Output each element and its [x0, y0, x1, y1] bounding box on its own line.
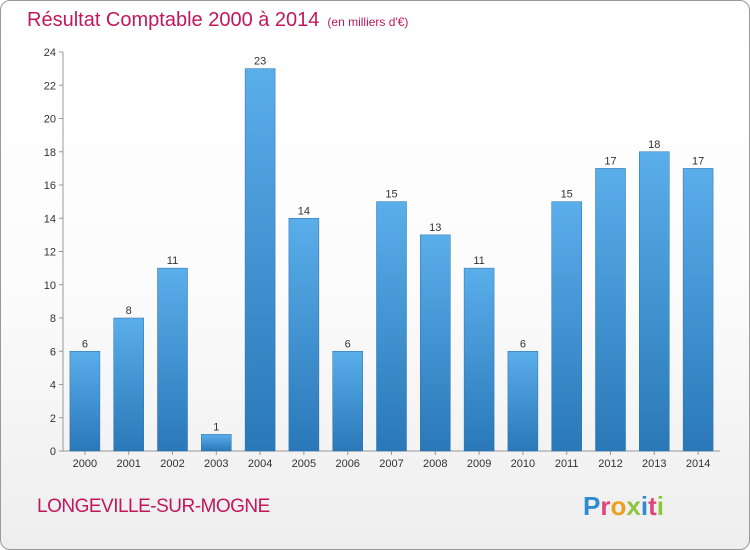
- y-tick-label: 8: [50, 313, 56, 325]
- y-tick-label: 4: [50, 380, 56, 392]
- bar-2010: [507, 351, 539, 452]
- y-tick-label: 16: [44, 180, 56, 192]
- x-tick-label-2006: 2006: [335, 458, 359, 470]
- bar-2012: [595, 168, 626, 452]
- x-tick-label-2005: 2005: [292, 458, 316, 470]
- y-tick-label: 14: [44, 213, 56, 225]
- bar-2014: [682, 168, 714, 452]
- x-tick-label-2011: 2011: [555, 458, 579, 470]
- y-tick-label: 20: [44, 114, 56, 126]
- data-label-2010: 6: [520, 338, 526, 350]
- y-tick-label: 0: [50, 446, 56, 458]
- bar-2000: [69, 351, 101, 452]
- y-tick-label: 2: [50, 413, 56, 425]
- data-label-2003: 1: [213, 421, 219, 433]
- data-label-2014: 17: [692, 155, 704, 167]
- x-tick-label-2002: 2002: [160, 458, 184, 470]
- x-tick-label-2008: 2008: [423, 458, 447, 470]
- y-tick-label: 22: [44, 80, 56, 92]
- x-tick-label-2007: 2007: [379, 458, 403, 470]
- proxiti-logo: Proxiti: [583, 491, 664, 522]
- bar-2002: [157, 267, 188, 452]
- logo-letter: i: [640, 491, 649, 521]
- bar-2011: [551, 201, 582, 452]
- x-tick-label-2009: 2009: [467, 458, 491, 470]
- bar-2003: [201, 434, 232, 452]
- y-tick-label: 12: [44, 247, 56, 259]
- x-tick-label-2010: 2010: [511, 458, 535, 470]
- data-label-2000: 6: [82, 338, 88, 350]
- logo-letter: r: [600, 491, 611, 521]
- logo-letter: i: [656, 491, 664, 521]
- bar-2013: [639, 151, 670, 452]
- data-label-2002: 11: [167, 255, 178, 267]
- commune-name: LONGEVILLE-SUR-MOGNE: [37, 496, 270, 517]
- bar-2001: [113, 317, 144, 452]
- x-tick-label-2013: 2013: [642, 458, 666, 470]
- data-label-2009: 11: [473, 255, 484, 267]
- data-label-2004: 23: [254, 56, 266, 68]
- y-tick-label: 24: [44, 47, 56, 59]
- bar-2004: [244, 68, 276, 452]
- x-tick-label-2003: 2003: [204, 458, 228, 470]
- data-label-2012: 17: [604, 155, 616, 167]
- y-tick-label: 6: [50, 346, 56, 358]
- y-tick-label: 18: [44, 147, 56, 159]
- bar-2005: [288, 218, 320, 452]
- x-tick-label-2000: 2000: [73, 458, 97, 470]
- data-label-2001: 8: [126, 305, 132, 317]
- chart-title: Résultat Comptable 2000 à 2014 (en millie…: [27, 9, 408, 32]
- title-text: Résultat Comptable 2000 à 2014: [27, 9, 320, 31]
- x-tick-label-2014: 2014: [686, 458, 710, 470]
- data-label-2005: 14: [298, 205, 310, 217]
- bar-2006: [332, 351, 363, 452]
- bar-2009: [463, 267, 495, 452]
- title-unit: (en milliers d'€): [327, 15, 409, 29]
- bar-2007: [376, 201, 407, 452]
- data-label-2006: 6: [345, 338, 351, 350]
- logo-letter: t: [648, 491, 657, 521]
- data-label-2011: 15: [561, 189, 573, 201]
- x-tick-label-2012: 2012: [598, 458, 622, 470]
- x-tick-label-2004: 2004: [248, 458, 272, 470]
- data-label-2013: 18: [648, 139, 660, 151]
- data-label-2007: 15: [385, 189, 397, 201]
- logo-letter: x: [626, 491, 641, 521]
- logo-letter: o: [610, 491, 627, 521]
- y-tick-label: 10: [44, 280, 56, 292]
- data-label-2008: 13: [429, 222, 441, 234]
- bar-2008: [420, 234, 451, 452]
- logo-letter: P: [583, 491, 601, 521]
- x-tick-label-2001: 2001: [116, 458, 140, 470]
